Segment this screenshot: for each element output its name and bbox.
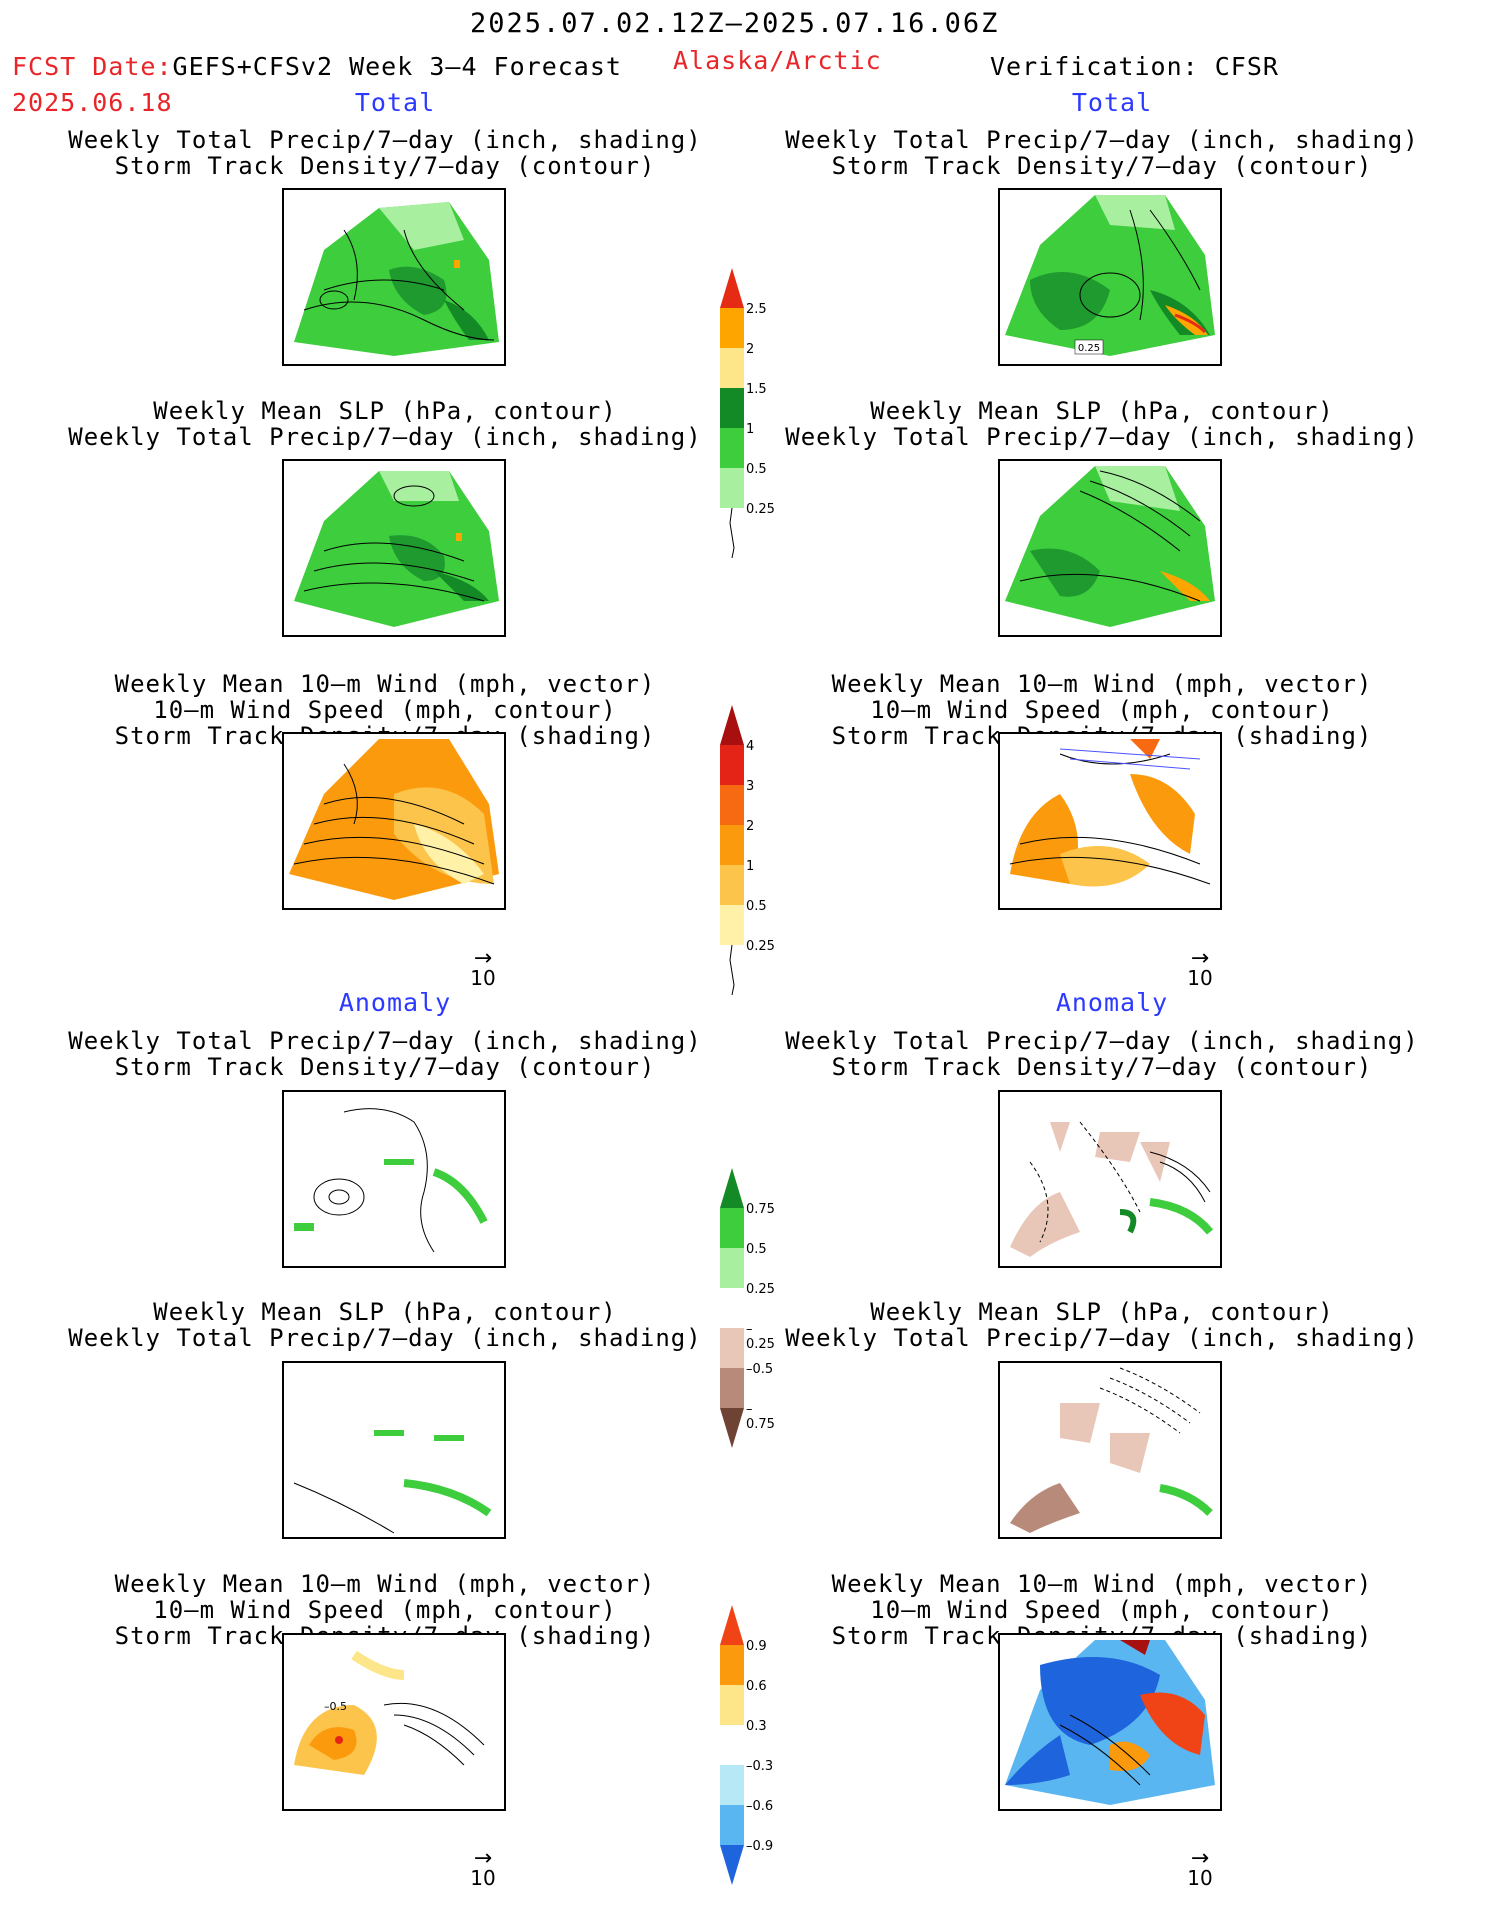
map-anom-right-slp (998, 1361, 1222, 1539)
map-anom-right-precip (998, 1090, 1222, 1268)
section-anomaly-right: Anomaly (1055, 988, 1169, 1017)
map-anom-right-wind (998, 1633, 1222, 1811)
colorbar-total-precip-swatches (720, 268, 744, 558)
map-anom-left-wind: –0.5 (282, 1633, 506, 1811)
title-anom-right-1: Weekly Total Precip/7–day (inch, shading… (785, 1027, 1419, 1081)
title-total-left-1: Weekly Total Precip/7–day (inch, shading… (68, 126, 702, 180)
cbar-label: 3 (746, 779, 755, 794)
map-total-right-slp (998, 459, 1222, 637)
arrow-right-icon: → (473, 946, 493, 971)
fcst-date: 2025.06.18 (12, 88, 173, 117)
section-anomaly-left: Anomaly (338, 988, 452, 1017)
map-total-left-slp (282, 459, 506, 637)
cbar-label: 1 (746, 859, 755, 874)
contour-label-neg05: –0.5 (324, 1700, 347, 1713)
cbar-label: 2.5 (746, 302, 767, 317)
arrow-right-icon: → (1190, 946, 1210, 971)
map-total-right-wind (998, 732, 1222, 910)
cbar-label: –0.6 (746, 1799, 774, 1814)
cbar-label: 0.25 (746, 502, 775, 517)
colorbar-anom-precip: 0.75 0.5 0.25 –0.25 –0.5 –0.75 (720, 1168, 780, 1448)
map-total-left-precip (282, 188, 506, 366)
cbar-label: 0.25 (746, 939, 775, 954)
colorbar-anom-storm-swatches (720, 1605, 744, 1885)
vector-ref-anom-left: → 10 (458, 1846, 508, 1891)
cbar-label: –0.5 (746, 1362, 774, 1377)
contour-label-025: 0.25 (1078, 343, 1100, 354)
cbar-label: –0.25 (746, 1322, 775, 1352)
cbar-label: 0.6 (746, 1679, 767, 1694)
colorbar-anom-storm: 0.9 0.6 0.3 –0.3 –0.6 –0.9 (720, 1605, 780, 1885)
title-anom-left-2: Weekly Mean SLP (hPa, contour) Weekly To… (68, 1298, 702, 1352)
fcst-date-label: FCST Date: (12, 52, 173, 81)
cbar-label: 0.9 (746, 1639, 767, 1654)
title-total-left-2: Weekly Mean SLP (hPa, contour) Weekly To… (68, 397, 702, 451)
section-total-right: Total (1071, 88, 1153, 117)
arrow-right-icon: → (1190, 1846, 1210, 1871)
cbar-label: 4 (746, 739, 755, 754)
vector-ref-anom-right: → 10 (1175, 1846, 1225, 1891)
colorbar-anom-precip-swatches (720, 1168, 744, 1448)
colorbar-total-storm-swatches (720, 705, 744, 995)
cbar-label: 1.5 (746, 382, 767, 397)
cbar-label: 0.25 (746, 1282, 775, 1297)
title-anom-right-2: Weekly Mean SLP (hPa, contour) Weekly To… (785, 1298, 1419, 1352)
title-total-left-3: Weekly Mean 10–m Wind (mph, vector) 10–m… (114, 670, 656, 750)
title-total-right-2: Weekly Mean SLP (hPa, contour) Weekly To… (785, 397, 1419, 451)
cbar-label: 2 (746, 819, 755, 834)
arrow-right-icon: → (473, 1846, 493, 1871)
cbar-label: 0.5 (746, 462, 767, 477)
title-total-right-3: Weekly Mean 10–m Wind (mph, vector) 10–m… (831, 670, 1373, 750)
map-total-left-wind (282, 732, 506, 910)
vector-ref-total-left: → 10 (458, 946, 508, 991)
cbar-label: –0.9 (746, 1839, 774, 1854)
map-anom-left-precip (282, 1090, 506, 1268)
section-total-left: Total (354, 88, 436, 117)
valid-period: 2025.07.02.12Z–2025.07.16.06Z (470, 8, 1000, 39)
title-anom-left-1: Weekly Total Precip/7–day (inch, shading… (68, 1027, 702, 1081)
cbar-label: 1 (746, 422, 755, 437)
region-label: Alaska/Arctic (673, 46, 882, 75)
map-total-right-precip: 0.25 (998, 188, 1222, 366)
forecast-header: FCST Date:GEFS+CFSv2 Week 3–4 Forecast (12, 52, 622, 81)
cbar-label: –0.75 (746, 1402, 775, 1432)
vector-ref-total-right: → 10 (1175, 946, 1225, 991)
cbar-label: 0.5 (746, 1242, 767, 1257)
map-anom-left-slp (282, 1361, 506, 1539)
cbar-label: 2 (746, 342, 755, 357)
colorbar-total-precip: 2.5 2 1.5 1 0.5 0.25 (720, 268, 780, 558)
title-total-right-1: Weekly Total Precip/7–day (inch, shading… (785, 126, 1419, 180)
cbar-label: 0.75 (746, 1202, 775, 1217)
model-label: GEFS+CFSv2 Week 3–4 Forecast (172, 52, 622, 81)
cbar-label: 0.3 (746, 1719, 767, 1734)
cbar-label: 0.5 (746, 899, 767, 914)
verification-label: Verification: CFSR (990, 52, 1279, 81)
colorbar-total-storm: 4 3 2 1 0.5 0.25 (720, 705, 780, 995)
cbar-label: –0.3 (746, 1759, 774, 1774)
